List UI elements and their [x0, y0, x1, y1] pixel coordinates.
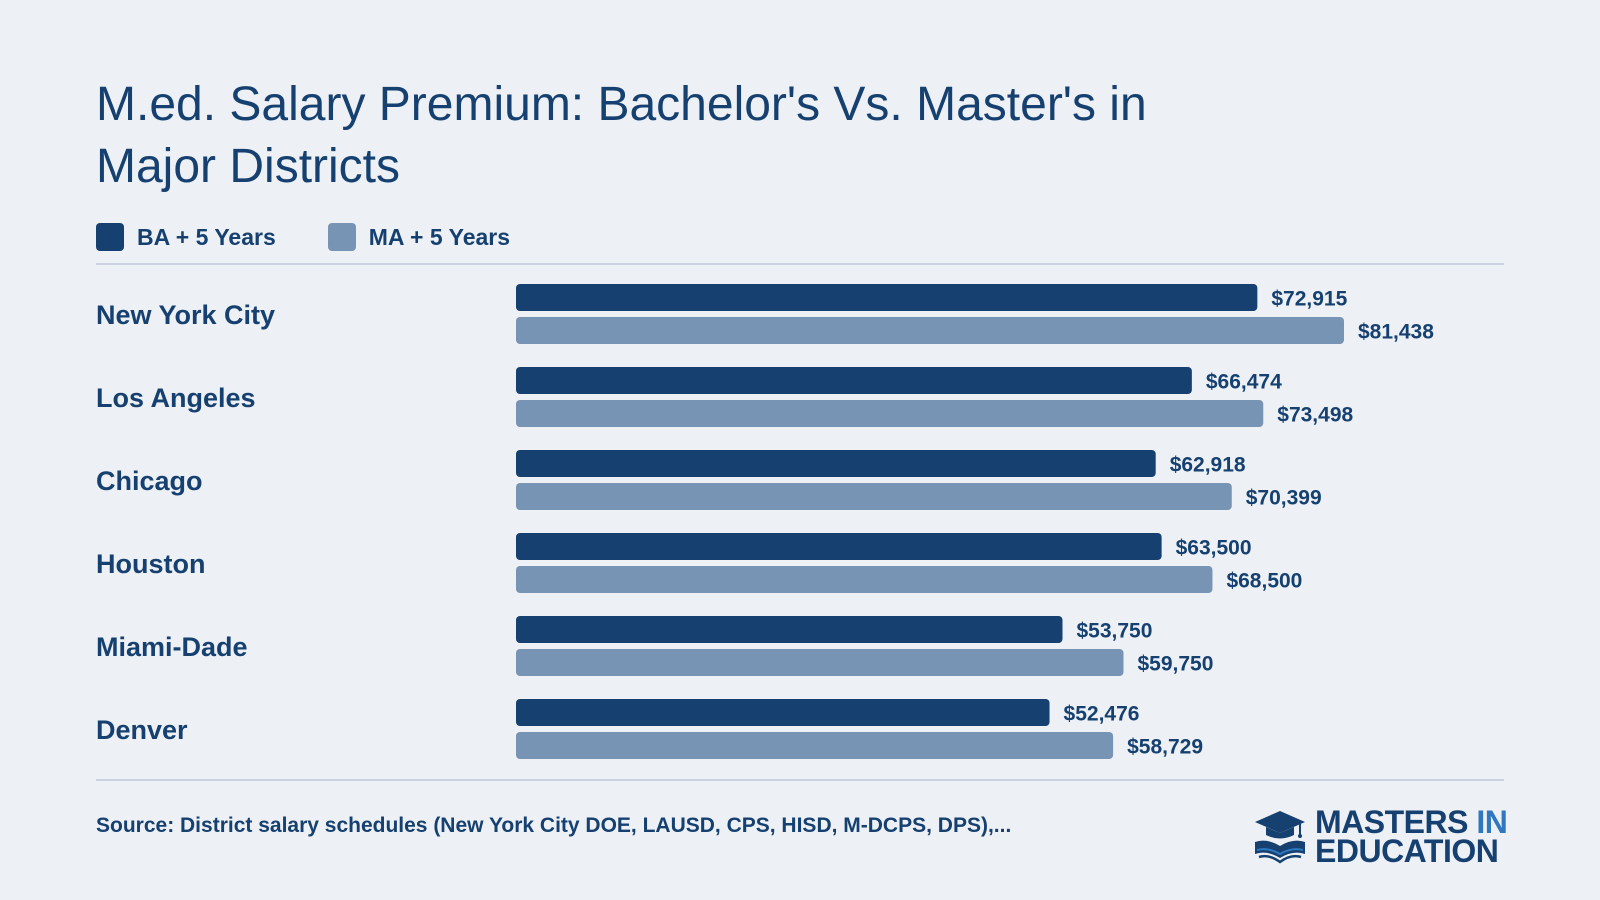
value-label-miami-dade-ma: $59,750	[1137, 653, 1213, 676]
value-label-new-york-city-ma: $81,438	[1358, 321, 1434, 344]
source-note: Source: District salary schedules (New Y…	[96, 814, 1012, 837]
category-label-miami-dade: Miami-Dade	[96, 632, 248, 662]
logo-word-in: IN	[1476, 804, 1508, 840]
legend-swatch-ma	[327, 223, 356, 251]
bar-denver-ba	[516, 699, 1050, 726]
bar-miami-dade-ma	[516, 649, 1124, 676]
bar-denver-ma	[516, 732, 1114, 759]
bar-chicago-ba	[516, 450, 1156, 477]
logo-wordmark: MASTERS IN EDUCATION	[1315, 806, 1508, 869]
value-label-los-angeles-ma: $73,498	[1277, 404, 1353, 427]
value-label-denver-ma: $58,729	[1127, 736, 1203, 759]
logo-word-masters: MASTERS	[1315, 804, 1477, 840]
category-label-los-angeles: Los Angeles	[96, 383, 256, 413]
legend-label-ma: MA + 5 Years	[368, 223, 511, 250]
value-label-chicago-ma: $70,399	[1246, 487, 1322, 510]
bar-new-york-city-ma	[516, 317, 1344, 344]
chart-title: M.ed. Salary Premium: Bachelor's Vs. Mas…	[96, 78, 1147, 193]
value-label-denver-ba: $52,476	[1064, 703, 1140, 726]
legend-label-ba: BA + 5 Years	[137, 223, 276, 250]
bar-los-angeles-ba	[516, 367, 1192, 394]
bottom-divider	[96, 779, 1504, 781]
bar-new-york-city-ba	[516, 284, 1258, 311]
category-label-houston: Houston	[96, 549, 205, 579]
bar-chicago-ma	[516, 483, 1232, 510]
category-label-chicago: Chicago	[96, 466, 203, 496]
category-label-denver: Denver	[96, 715, 188, 745]
graduation-cap-book-icon	[1255, 811, 1305, 864]
value-label-new-york-city-ba: $72,915	[1271, 288, 1347, 311]
value-label-los-angeles-ba: $66,474	[1206, 371, 1282, 394]
top-divider	[96, 263, 1504, 265]
legend: BA + 5 Years MA + 5 Years	[96, 222, 562, 252]
logo-word-education: EDUCATION	[1315, 833, 1499, 869]
masters-in-education-logo: MASTERS IN EDUCATION	[1253, 806, 1508, 869]
category-label-new-york-city: New York City	[96, 300, 275, 330]
value-label-chicago-ba: $62,918	[1170, 454, 1246, 477]
value-label-houston-ba: $63,500	[1176, 537, 1252, 560]
bar-houston-ba	[516, 533, 1162, 560]
bar-los-angeles-ma	[516, 400, 1264, 427]
value-label-miami-dade-ba: $53,750	[1076, 620, 1152, 643]
legend-swatch-ba	[96, 223, 124, 251]
bar-miami-dade-ba	[516, 616, 1063, 643]
bar-houston-ma	[516, 566, 1213, 593]
legend-item-ma: MA + 5 Years	[327, 223, 511, 251]
value-label-houston-ma: $68,500	[1226, 570, 1302, 593]
legend-item-ba: BA + 5 Years	[96, 223, 276, 251]
